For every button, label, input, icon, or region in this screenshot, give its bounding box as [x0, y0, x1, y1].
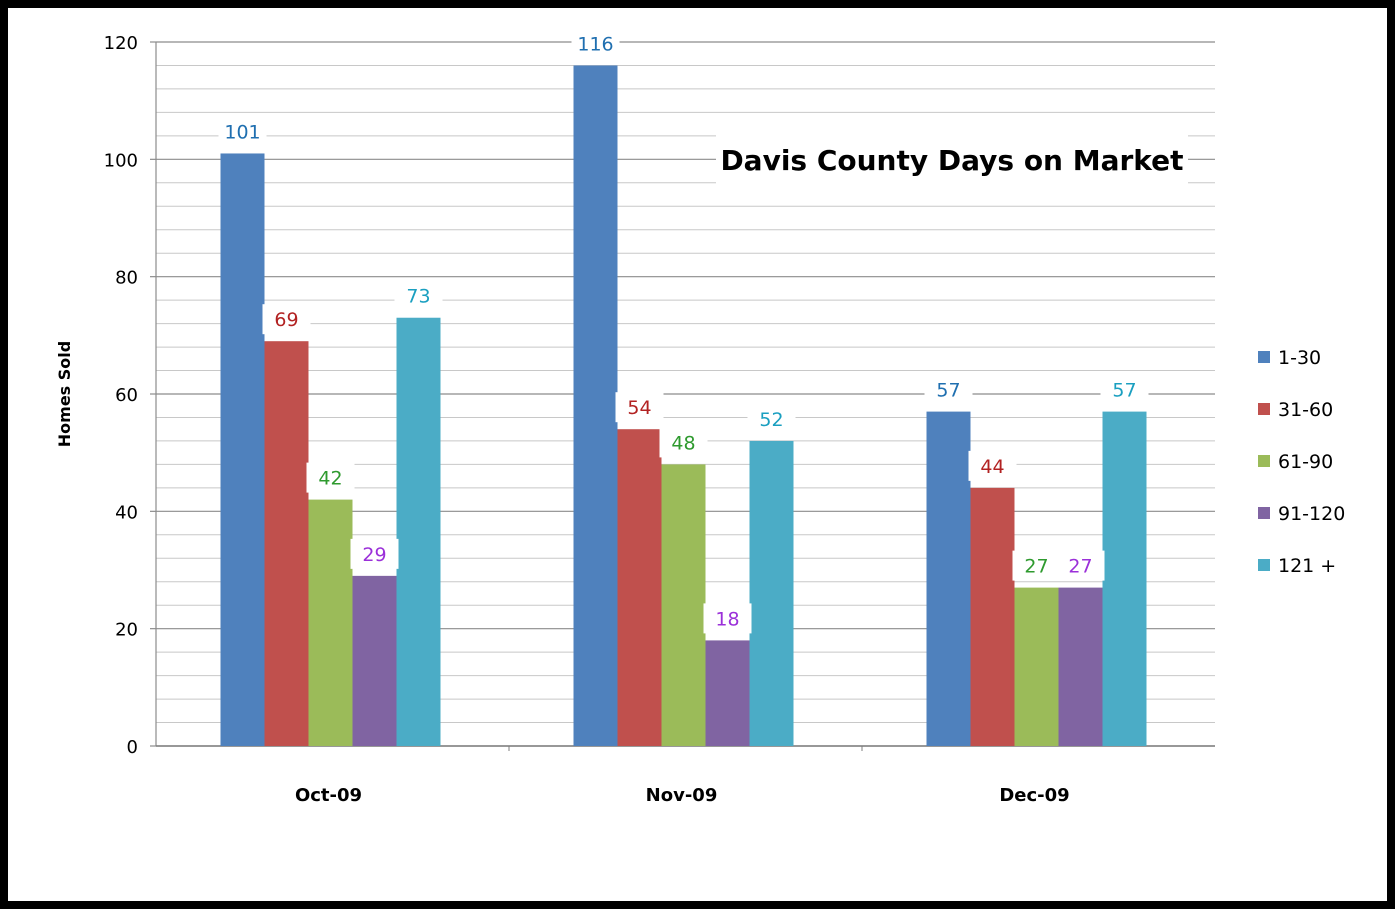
bar — [970, 487, 1015, 746]
bar — [926, 411, 971, 746]
legend-swatch — [1258, 559, 1270, 571]
bar — [749, 440, 794, 746]
legend-swatch — [1258, 455, 1270, 467]
data-label: 57 — [936, 380, 960, 402]
legend-label: 61-90 — [1278, 451, 1333, 473]
bar — [264, 341, 309, 746]
legend-label: 31-60 — [1278, 399, 1333, 421]
bar — [1058, 587, 1103, 746]
title-bg — [716, 132, 1188, 184]
x-tick-label: Nov-09 — [646, 785, 718, 806]
legend-label: 121 + — [1278, 555, 1336, 577]
bar — [1102, 411, 1147, 746]
data-label-bg — [703, 603, 752, 634]
data-label: 27 — [1068, 556, 1092, 578]
bar-chart: 0 20 40 60 80 100 120 Homes Sold Oct-09 Nov-09 Dec… — [55, 28, 1345, 806]
bar — [573, 65, 618, 746]
legend-swatch — [1258, 351, 1270, 363]
data-label: 116 — [577, 33, 613, 55]
bar — [661, 464, 706, 746]
bars — [220, 65, 1147, 746]
data-label-bg — [968, 450, 1017, 481]
x-tick-label: Oct-09 — [295, 785, 362, 806]
data-label-bg — [924, 374, 973, 405]
data-label-bg — [615, 392, 664, 423]
data-label: 57 — [1112, 380, 1136, 402]
data-label: 73 — [406, 286, 430, 308]
legend-swatch — [1258, 507, 1270, 519]
data-label: 29 — [362, 544, 386, 566]
data-label-bg — [306, 462, 355, 493]
data-label: 101 — [224, 121, 260, 143]
y-tick-label: 100 — [104, 150, 138, 171]
legend-label: 91-120 — [1278, 503, 1345, 525]
data-label-bg — [659, 427, 708, 458]
bar — [705, 640, 750, 746]
data-label: 18 — [715, 608, 739, 630]
data-label: 48 — [671, 432, 695, 454]
data-labels: 101 69 42 29 73 116 54 48 18 52 57 44 27 27 57 — [218, 28, 1149, 634]
legend-swatch — [1258, 403, 1270, 415]
chart-title: Davis County Days on Market — [720, 144, 1183, 177]
data-label-bg — [218, 116, 267, 147]
legend-label: 1-30 — [1278, 347, 1321, 369]
data-label-bg — [1056, 550, 1105, 581]
y-tick-label: 0 — [127, 737, 138, 758]
data-label-bg — [747, 403, 796, 434]
y-tick-label: 80 — [115, 268, 138, 289]
data-label: 44 — [980, 456, 1004, 478]
data-label: 27 — [1024, 556, 1048, 578]
y-axis-label: Homes Sold — [55, 341, 74, 447]
data-label: 54 — [627, 397, 651, 419]
bar — [308, 499, 353, 746]
data-label-bg — [350, 538, 399, 569]
y-tick-label: 20 — [115, 620, 138, 641]
x-tick-label: Dec-09 — [999, 785, 1069, 806]
data-label-bg — [394, 280, 443, 311]
y-tick-label: 120 — [104, 33, 138, 54]
bar — [1014, 587, 1059, 746]
data-label: 42 — [318, 468, 342, 490]
bar — [617, 429, 662, 746]
bar — [396, 317, 441, 746]
y-tick-label: 60 — [115, 385, 138, 406]
data-label-bg — [262, 304, 311, 335]
data-label: 69 — [274, 309, 298, 331]
chart-title-group: Davis County Days on Market — [716, 132, 1188, 184]
legend: 1-30 31-60 61-90 91-120 121 + — [1258, 347, 1345, 577]
bar — [352, 575, 397, 746]
data-label-bg — [1012, 550, 1061, 581]
data-label-bg — [571, 28, 620, 59]
data-label-bg — [1100, 374, 1149, 405]
data-label: 52 — [759, 409, 783, 431]
bar — [220, 153, 265, 746]
y-tick-label: 40 — [115, 502, 138, 523]
